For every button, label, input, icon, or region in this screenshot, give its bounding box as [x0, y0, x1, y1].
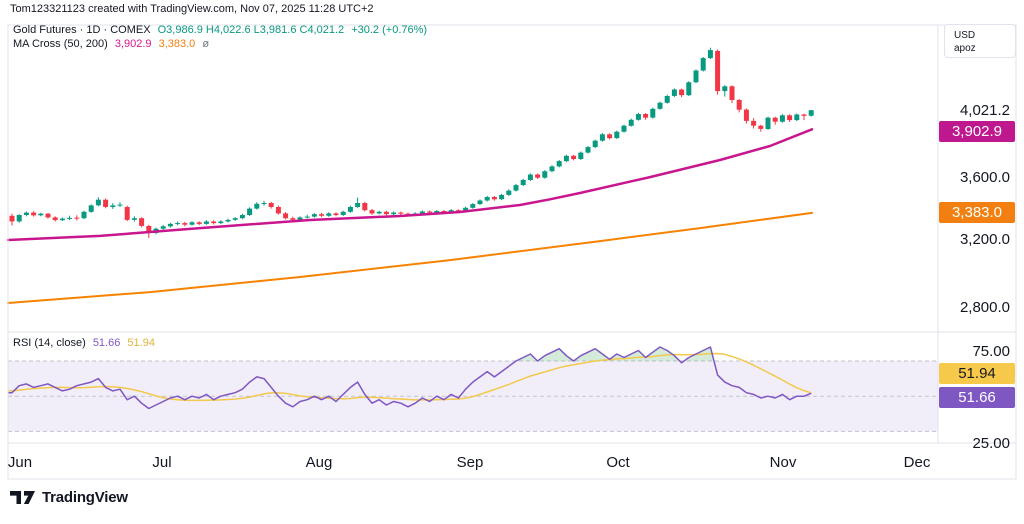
tradingview-logo-text: TradingView [42, 489, 128, 506]
ma-cross-legend[interactable]: MA Cross (50, 200) 3,902.9 3,383.0 ø [13, 38, 213, 51]
rsi-line [8, 346, 812, 410]
time-axis-label: Jun [7, 454, 33, 471]
price-tick-label: 2,800.0 [959, 299, 1010, 316]
price-tick-label: 3,200.0 [959, 231, 1010, 248]
candlestick-series [9, 47, 814, 238]
symbol-legend[interactable]: Gold Futures · 1D · COMEX O3,986.9 H4,02… [13, 24, 431, 37]
change-value: +30.2 (+0.76%) [351, 24, 428, 36]
price-tick-label: 3,600.0 [959, 169, 1010, 186]
ma200-value: 3,383.0 [158, 38, 196, 50]
rsi-ma-line [8, 352, 812, 402]
ma50-line [6, 128, 814, 242]
axis-value-badge: 51.94 [939, 362, 1015, 384]
time-axis-label: Oct [606, 454, 630, 471]
ohlc-values: O3,986.9 H4,022.6 L3,981.6 C4,021.2 [157, 24, 345, 36]
symbol-title: Gold Futures · 1D · COMEX [13, 24, 151, 36]
rsi-value: 51.66 [92, 337, 121, 349]
snapshot-attribution: Tom123321123 created with TradingView.co… [10, 3, 374, 15]
ma-cross-label: MA Cross (50, 200) [13, 38, 108, 50]
tradingview-logo[interactable]: TradingView [10, 489, 128, 506]
chart-border [7, 24, 1017, 480]
time-axis-label: Aug [305, 454, 333, 471]
tradingview-logo-icon [10, 490, 35, 504]
rsi-ma-value: 51.94 [127, 337, 155, 349]
rsi-label: RSI (14, close) [13, 337, 86, 349]
time-axis-label: Jul [152, 454, 172, 471]
axis-value-badge: 51.66 [939, 386, 1015, 408]
price-tick-label: 25.00 [972, 435, 1010, 452]
ma200-line [7, 211, 813, 304]
ma50-value: 3,902.9 [114, 38, 152, 50]
time-axis-label: Sep [456, 454, 484, 471]
ma-source-symbol: ø [202, 38, 210, 50]
price-scale-unit-box[interactable]: USD apoz [944, 24, 1016, 58]
time-axis-label: Nov [769, 454, 797, 471]
rsi-legend[interactable]: RSI (14, close) 51.66 51.94 [13, 337, 159, 350]
price-tick-label: 4,021.2 [959, 102, 1010, 119]
currency-unit: USD [954, 30, 976, 41]
time-axis-label: Dec [903, 454, 931, 471]
price-tick-label: 75.00 [972, 343, 1010, 360]
axis-value-badge: 3,902.9 [939, 120, 1015, 142]
axis-value-badge: 3,383.0 [939, 201, 1015, 223]
quote-unit: apoz [954, 43, 976, 54]
